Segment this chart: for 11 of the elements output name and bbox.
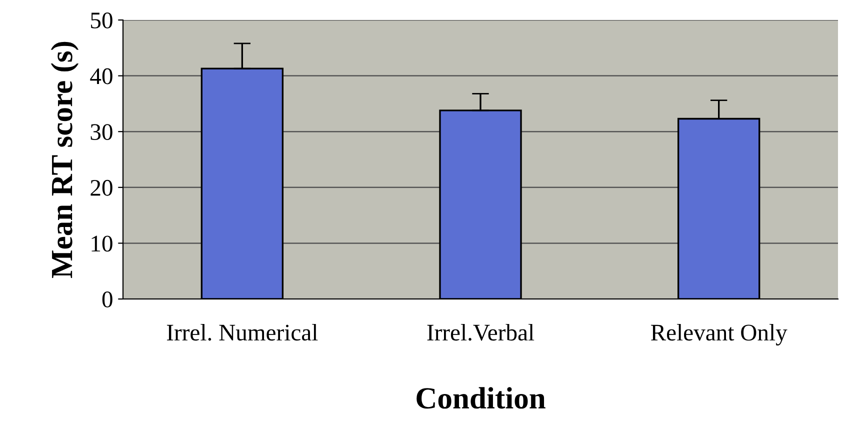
y-axis-title: Mean RT score (s)	[50, 42, 79, 278]
x-tick-label: Irrel. Numerical	[166, 324, 318, 341]
x-tick-label: Relevant Only	[650, 324, 788, 346]
y-tick-label: 50	[91, 12, 112, 28]
y-tick-label: 40	[90, 68, 112, 84]
x-tick-label: Irrel.Verbal	[427, 324, 534, 341]
y-tick-label: 30	[90, 124, 112, 140]
y-tick-label: 20	[90, 180, 112, 196]
x-axis-title: Condition	[416, 387, 546, 409]
y-tick-label: 10	[92, 236, 112, 252]
y-tick-label: 0	[102, 291, 112, 308]
